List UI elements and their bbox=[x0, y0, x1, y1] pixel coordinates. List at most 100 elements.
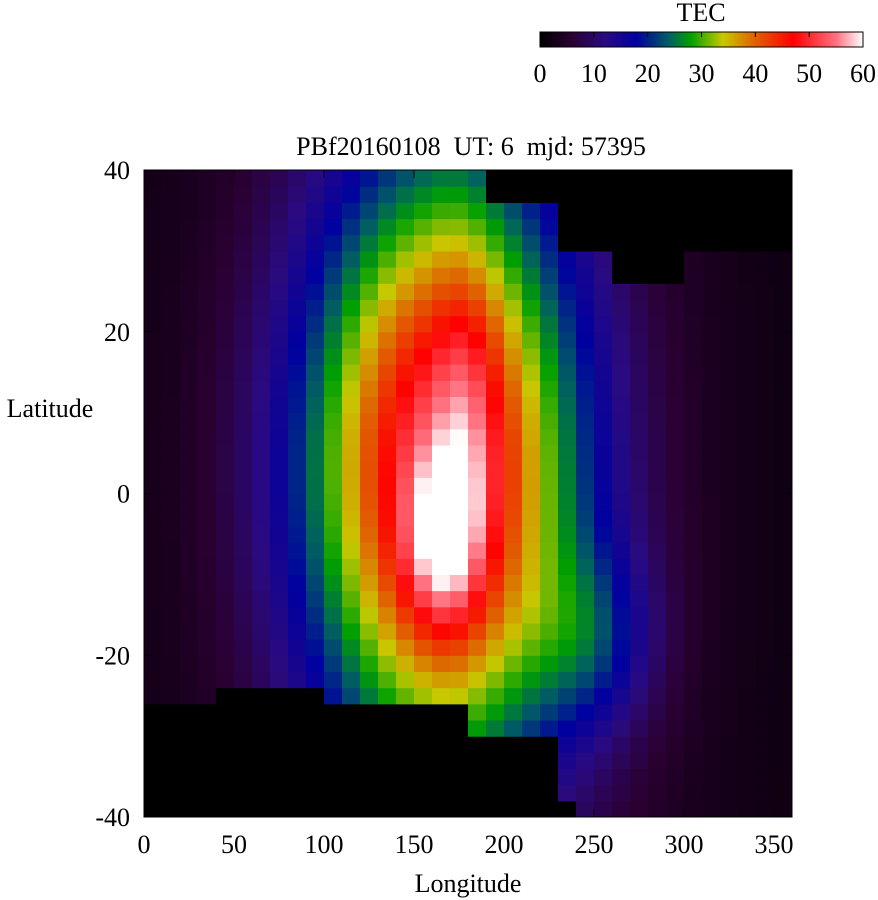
heatmap-cell bbox=[360, 299, 379, 317]
heatmap-cell bbox=[666, 606, 685, 624]
heatmap-cell bbox=[540, 202, 559, 220]
heatmap-cell bbox=[468, 380, 487, 398]
heatmap-cell bbox=[288, 703, 307, 721]
heatmap-cell bbox=[756, 800, 775, 817]
heatmap-cell bbox=[180, 461, 199, 478]
heatmap-cell bbox=[756, 428, 775, 446]
heatmap-cell bbox=[324, 736, 343, 753]
heatmap-cell bbox=[594, 331, 613, 349]
heatmap-cell bbox=[612, 428, 631, 446]
heatmap-cell bbox=[396, 752, 415, 770]
heatmap-cell bbox=[252, 752, 271, 770]
heatmap-cell bbox=[324, 525, 343, 543]
heatmap-cell bbox=[540, 283, 559, 300]
heatmap-cell bbox=[378, 800, 397, 817]
heatmap-cells bbox=[144, 170, 792, 817]
heatmap-cell bbox=[360, 542, 379, 559]
heatmap-cell bbox=[288, 719, 307, 737]
heatmap-cell bbox=[720, 590, 739, 608]
heatmap-cell bbox=[558, 655, 577, 673]
heatmap-cell bbox=[306, 525, 325, 543]
heatmap-cell bbox=[342, 574, 361, 592]
heatmap-cell bbox=[504, 606, 523, 624]
heatmap-cell bbox=[180, 525, 199, 543]
heatmap-cell bbox=[738, 752, 757, 770]
heatmap-cell bbox=[486, 574, 505, 592]
heatmap-cell bbox=[306, 542, 325, 559]
heatmap-cell bbox=[378, 218, 397, 236]
heatmap-cell bbox=[288, 687, 307, 705]
heatmap-cell bbox=[666, 186, 685, 203]
heatmap-cell bbox=[504, 800, 523, 817]
heatmap-cell bbox=[648, 234, 667, 252]
heatmap-cell bbox=[504, 493, 523, 511]
heatmap-cell bbox=[360, 800, 379, 817]
heatmap-cell bbox=[270, 412, 289, 430]
heatmap-cell bbox=[306, 234, 325, 252]
heatmap-cell bbox=[162, 444, 181, 462]
heatmap-cell bbox=[774, 768, 792, 786]
heatmap-cell bbox=[306, 655, 325, 673]
heatmap-cell bbox=[396, 574, 415, 592]
heatmap-cell bbox=[504, 509, 523, 527]
heatmap-cell bbox=[648, 202, 667, 220]
heatmap-cell bbox=[612, 703, 631, 721]
heatmap-cell bbox=[378, 186, 397, 203]
heatmap-cell bbox=[486, 525, 505, 543]
heatmap-cell bbox=[756, 202, 775, 220]
heatmap-cell bbox=[234, 428, 253, 446]
heatmap-cell bbox=[558, 590, 577, 608]
heatmap-cell bbox=[396, 655, 415, 673]
heatmap-cell bbox=[756, 364, 775, 381]
heatmap-cell bbox=[612, 542, 631, 559]
heatmap-cell bbox=[342, 606, 361, 624]
heatmap-cell bbox=[468, 186, 487, 203]
heatmap-cell bbox=[630, 315, 649, 333]
heatmap-cell bbox=[144, 170, 163, 187]
heatmap-cell bbox=[468, 428, 487, 446]
heatmap-cell bbox=[432, 444, 451, 462]
heatmap-cell bbox=[702, 752, 721, 770]
heatmap-cell bbox=[684, 493, 703, 511]
heatmap-cell bbox=[576, 364, 595, 381]
heatmap-cell bbox=[450, 202, 469, 220]
heatmap-cell bbox=[702, 800, 721, 817]
heatmap-cell bbox=[612, 364, 631, 381]
heatmap-cell bbox=[774, 671, 792, 689]
heatmap-cell bbox=[558, 752, 577, 770]
heatmap-cell bbox=[252, 202, 271, 220]
heatmap-cell bbox=[738, 687, 757, 705]
heatmap-cell bbox=[666, 590, 685, 608]
heatmap-cell bbox=[504, 331, 523, 349]
heatmap-cell bbox=[558, 784, 577, 802]
heatmap-cell bbox=[684, 218, 703, 236]
heatmap-cell bbox=[504, 574, 523, 592]
heatmap-cell bbox=[180, 170, 199, 187]
heatmap-cell bbox=[360, 218, 379, 236]
heatmap-cell bbox=[738, 655, 757, 673]
heatmap-cell bbox=[198, 606, 217, 624]
heatmap-cell bbox=[432, 736, 451, 753]
heatmap-cell bbox=[504, 719, 523, 737]
heatmap-cell bbox=[342, 218, 361, 236]
heatmap-cell bbox=[738, 331, 757, 349]
heatmap-cell bbox=[468, 768, 487, 786]
heatmap-cell bbox=[756, 622, 775, 640]
heatmap-cell bbox=[756, 719, 775, 737]
heatmap-cell bbox=[180, 202, 199, 220]
heatmap-cell bbox=[720, 428, 739, 446]
heatmap-cell bbox=[756, 687, 775, 705]
y-tick-label: 40 bbox=[104, 156, 130, 185]
heatmap-cell bbox=[720, 671, 739, 689]
heatmap-cell bbox=[504, 267, 523, 284]
heatmap-cell bbox=[486, 331, 505, 349]
heatmap-cell bbox=[540, 736, 559, 753]
heatmap-cell bbox=[198, 202, 217, 220]
heatmap-cell bbox=[684, 655, 703, 673]
heatmap-cell bbox=[522, 267, 541, 284]
heatmap-cell bbox=[558, 800, 577, 817]
heatmap-cell bbox=[612, 267, 631, 284]
heatmap-cell bbox=[324, 493, 343, 511]
heatmap-cell bbox=[666, 542, 685, 559]
